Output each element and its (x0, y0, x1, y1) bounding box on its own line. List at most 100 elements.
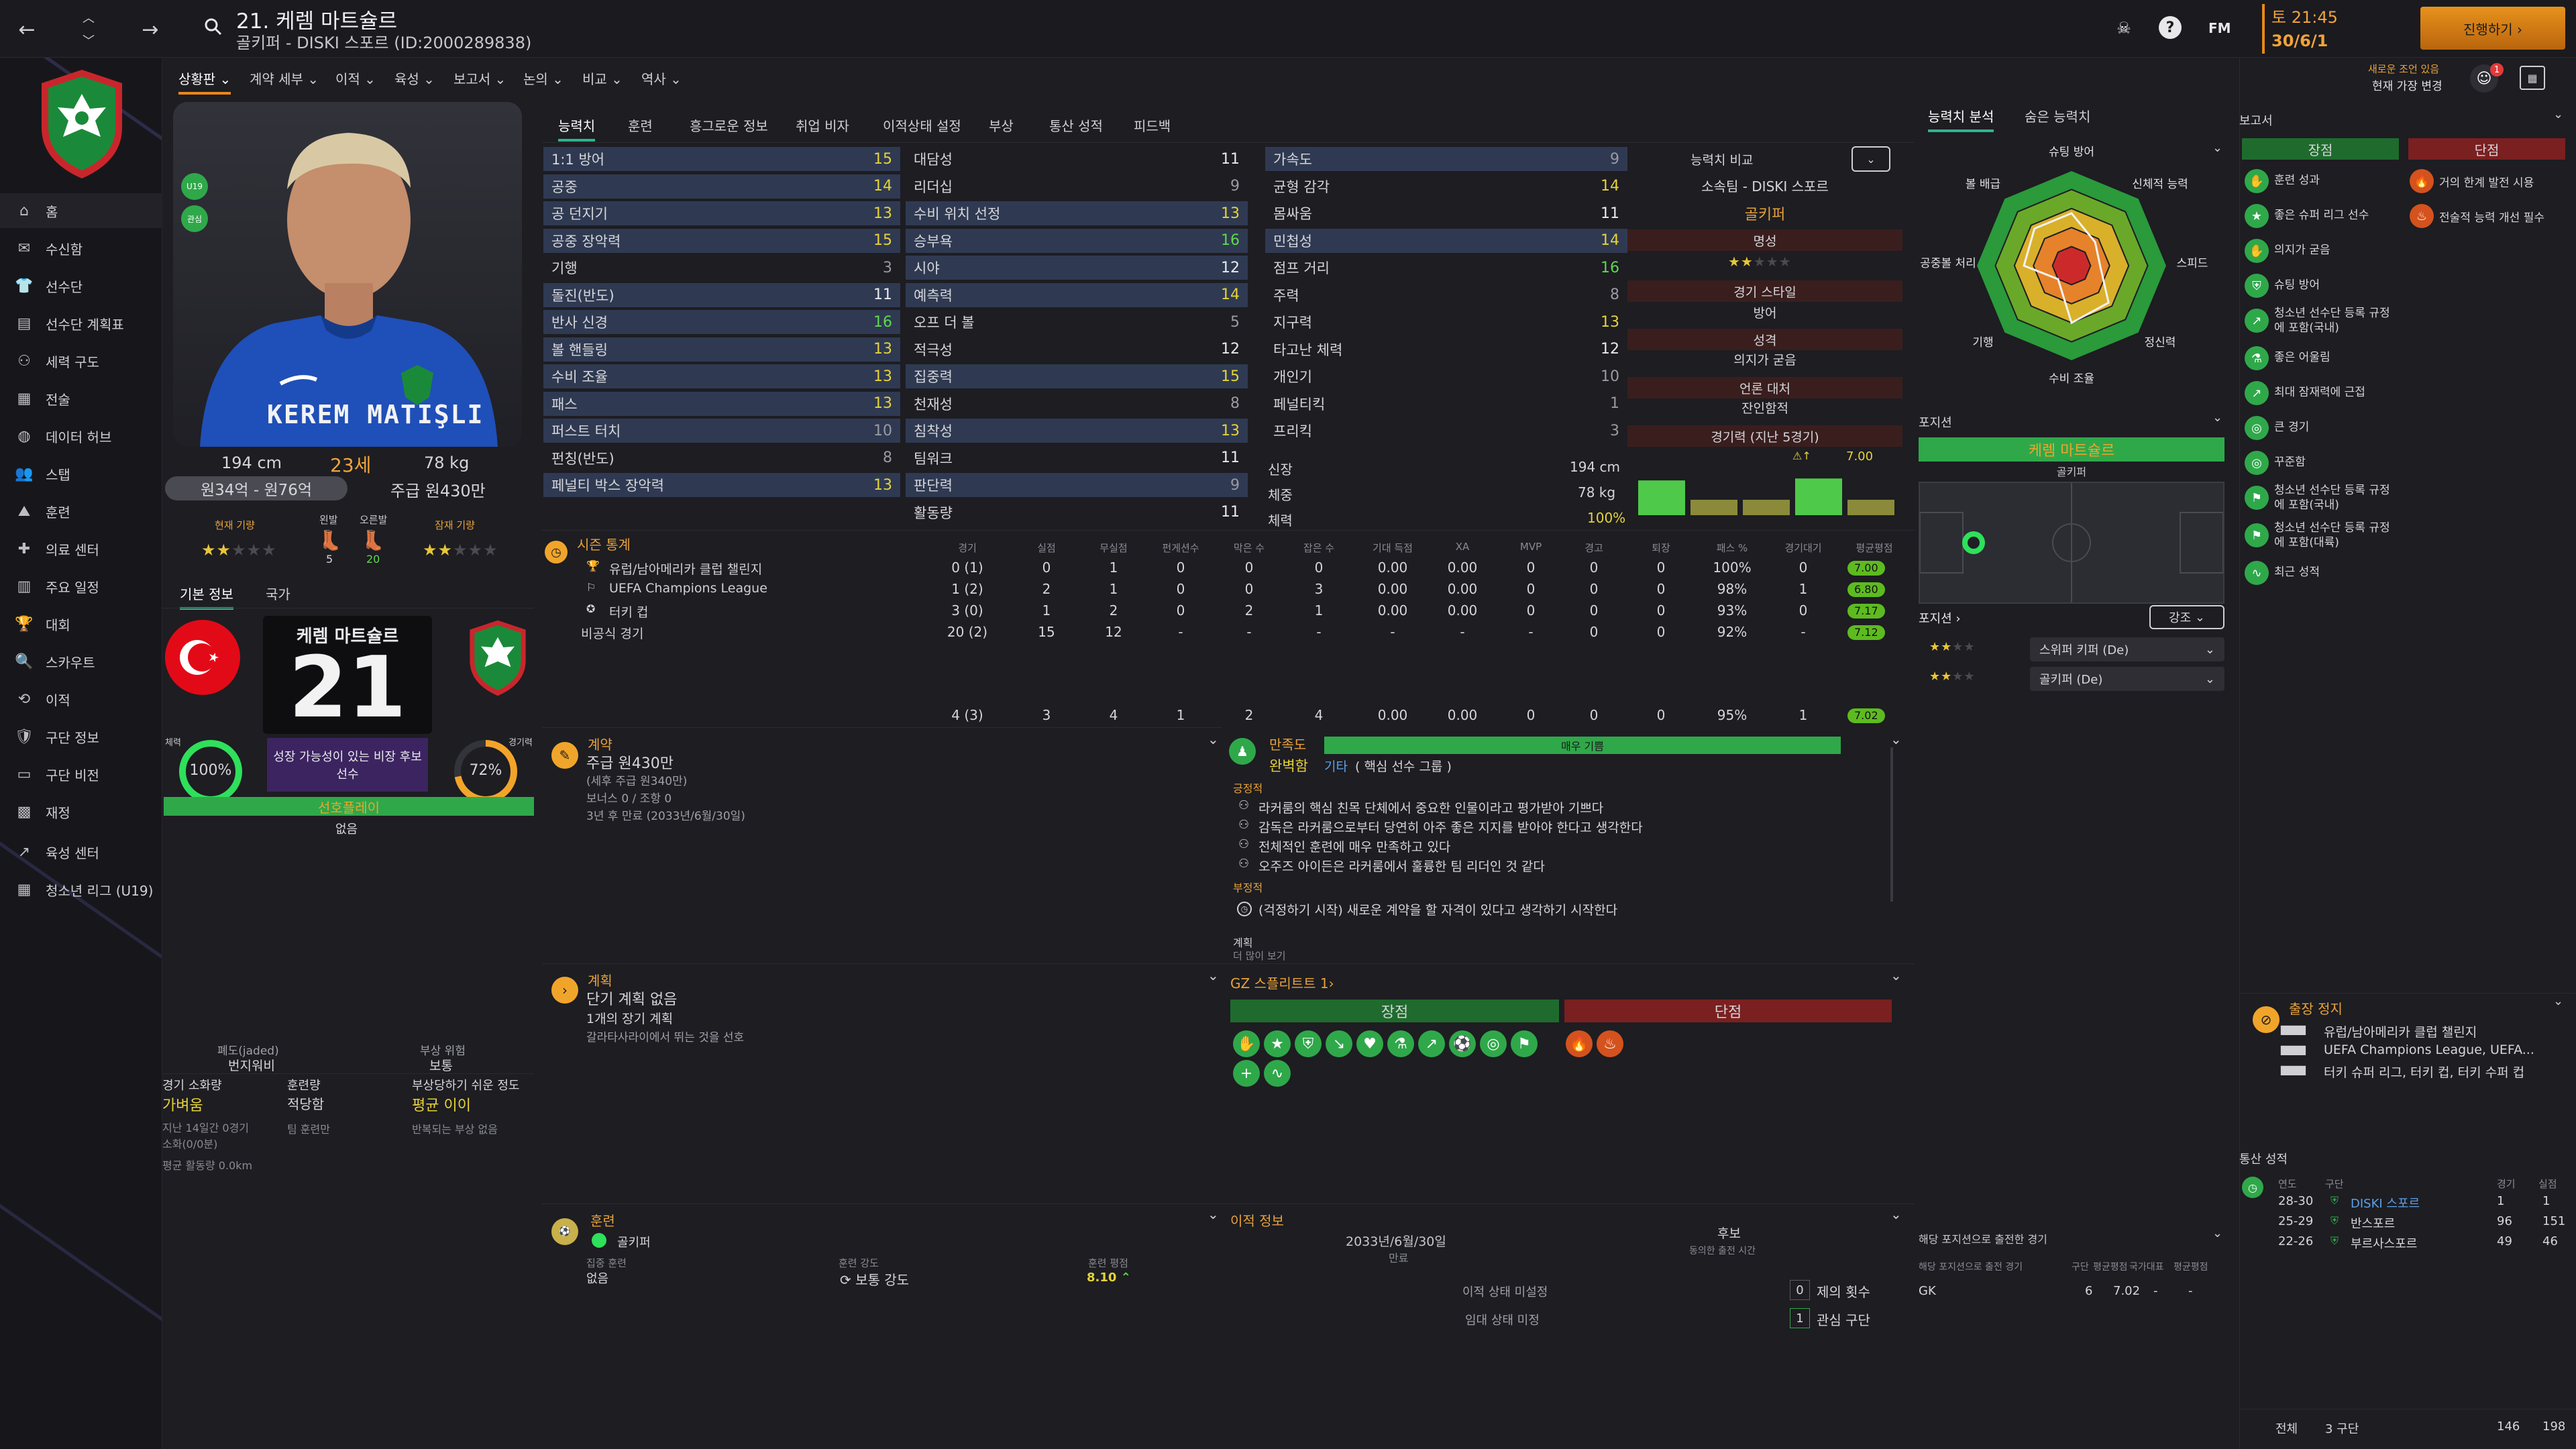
tab-7[interactable]: 피드백 (1134, 118, 1171, 134)
help-icon[interactable]: ? (2159, 16, 2182, 39)
sidebar-item-2[interactable]: 👕 선수단 (0, 268, 162, 303)
sidebar-item-5[interactable]: ▦ 전술 (0, 381, 162, 416)
club-crest-small[interactable] (460, 619, 535, 698)
star-icon[interactable]: ★ (1264, 1030, 1291, 1057)
plans-title[interactable]: 계획 (588, 973, 612, 989)
satisfaction-scrollbar[interactable] (1890, 747, 1893, 902)
transfer-expand-icon[interactable]: ⌄ (1890, 1206, 1902, 1222)
shot-stop-icon[interactable]: ✋ (1233, 1030, 1260, 1057)
sidebar-item-7[interactable]: 👥 스탭 (0, 456, 162, 491)
sidebar-item-1[interactable]: ✉ 수신함 (0, 231, 162, 266)
roles-title[interactable]: 포지션 › (1919, 612, 1961, 626)
season-comp-name[interactable]: 비공식 경기 (581, 627, 644, 641)
satisfaction-title[interactable]: 만족도 (1269, 737, 1307, 753)
chevron-up-icon[interactable]: ︿ (83, 11, 95, 25)
trend-icon[interactable]: ∿ (1264, 1060, 1291, 1087)
date-box[interactable]: 토 21:45 30/6/1 (2262, 4, 2396, 54)
sidebar-item-11[interactable]: 🏆 대회 (0, 606, 162, 641)
plans-expand-icon[interactable]: ⌄ (1208, 967, 1219, 983)
tab-basic-info[interactable]: 기본 정보 (180, 584, 233, 610)
growth-icon[interactable]: ↗ (1418, 1030, 1445, 1057)
career-club[interactable]: 반스포르 (2351, 1217, 2396, 1231)
tab-5[interactable]: 부상 (989, 118, 1014, 134)
tab-hidden-attributes[interactable]: 숨은 능력치 (2025, 109, 2091, 125)
contract-expand-icon[interactable]: ⌄ (1208, 731, 1219, 747)
sidebar-item-15[interactable]: ▭ 구단 비전 (0, 757, 162, 792)
compare-dropdown[interactable]: ⌄ (1851, 146, 1890, 172)
tab-4[interactable]: 이적상태 설정 (883, 118, 961, 134)
suspension-title[interactable]: 출장 정지 (2289, 1001, 2343, 1017)
advisor-text[interactable]: 현재 가장 변경 (2372, 80, 2443, 93)
training-title[interactable]: 훈련 (590, 1213, 615, 1229)
subnav-6[interactable]: 비교 ⌄ (582, 71, 623, 87)
contract-title[interactable]: 계약 (588, 737, 612, 753)
tab-6[interactable]: 통산 성적 (1049, 118, 1103, 134)
heart-icon[interactable]: ♥ (1356, 1030, 1383, 1057)
training-expand-icon[interactable]: ⌄ (1208, 1206, 1219, 1222)
report-expand-icon[interactable]: ⌄ (1890, 967, 1902, 983)
role-dropdown[interactable]: 골키퍼 (De) ⌄ (2030, 667, 2224, 691)
subnav-5[interactable]: 논의 ⌄ (523, 71, 564, 87)
flask-icon[interactable]: ⚗ (1387, 1030, 1414, 1057)
search-icon[interactable] (201, 15, 225, 39)
sidebar-item-10[interactable]: ▥ 주요 일정 (0, 569, 162, 604)
fm-logo[interactable]: FM (2208, 20, 2231, 36)
subnav-0[interactable]: 상황판 ⌄ (178, 68, 231, 95)
role-dropdown[interactable]: 스위퍼 키퍼 (De) ⌄ (2030, 637, 2224, 661)
transfer-title[interactable]: 이적 정보 (1230, 1213, 1284, 1229)
tab-nation[interactable]: 국가 (266, 586, 290, 602)
flame2-icon[interactable]: ♨ (1597, 1030, 1623, 1057)
subnav-3[interactable]: 육성 ⌄ (394, 71, 435, 87)
tab-0[interactable]: 능력치 (558, 115, 596, 142)
club-crest[interactable] (35, 67, 129, 181)
tab-1[interactable]: 훈련 (628, 118, 653, 134)
chevron-down-icon[interactable]: ﹀ (83, 34, 95, 48)
subnav-4[interactable]: 보고서 ⌄ (453, 71, 506, 87)
form-bar[interactable] (1795, 478, 1842, 515)
tab-3[interactable]: 취업 비자 (796, 118, 849, 134)
reports-expand-icon[interactable]: ⌄ (2553, 107, 2564, 121)
flame-icon[interactable]: 🔥 (1566, 1030, 1593, 1057)
sidebar-item-6[interactable]: ◍ 데이터 허브 (0, 419, 162, 453)
form-bar[interactable] (1690, 499, 1737, 515)
satisfaction-status-note[interactable]: 기타 (1324, 759, 1348, 774)
form-bar[interactable] (1638, 480, 1685, 515)
season-comp-name[interactable]: 유럽/남아메리카 클럽 챌린지 (609, 562, 763, 577)
suspension-expand-icon[interactable]: ⌄ (2553, 994, 2564, 1008)
player-value[interactable]: 원34억 - 원76억 (165, 476, 347, 500)
target-icon[interactable]: ◎ (1480, 1030, 1507, 1057)
shield-icon[interactable]: ⛨ (1295, 1030, 1322, 1057)
layout-toggle-icon[interactable]: ▦ (2520, 66, 2545, 90)
season-comp-name[interactable]: UEFA Champions League (609, 581, 767, 596)
sidebar-item-3[interactable]: ▤ 선수단 계획표 (0, 306, 162, 341)
continue-button[interactable]: 진행하기 › (2420, 7, 2565, 50)
skull-icon[interactable]: ☠ (2116, 19, 2131, 38)
sidebar-item-0[interactable]: ⌂ 홈 (0, 193, 162, 228)
career-club[interactable]: DISKI 스포르 (2351, 1197, 2420, 1211)
sidebar-item-14[interactable]: 🛡 구단 정보 (0, 719, 162, 754)
sidebar-item-18[interactable]: ▦ 청소년 리그 (U19) (0, 872, 162, 907)
tab-2[interactable]: 흥그로운 정보 (690, 118, 768, 134)
subnav-1[interactable]: 계약 세부 ⌄ (250, 71, 319, 87)
sidebar-item-13[interactable]: ⟲ 이적 (0, 682, 162, 716)
season-stats-title[interactable]: 시즌 통계 (577, 537, 631, 553)
played-expand-icon[interactable]: ⌄ (2212, 1226, 2223, 1240)
dive-icon[interactable]: ↘ (1326, 1030, 1352, 1057)
ball-icon[interactable]: ⚽ (1449, 1030, 1476, 1057)
scout-report-title[interactable]: GZ 스플리트트 1› (1230, 975, 1334, 991)
subnav-2[interactable]: 이적 ⌄ (335, 71, 376, 87)
back-arrow-icon[interactable]: ← (18, 17, 36, 42)
career-club[interactable]: 부르사스포르 (2351, 1237, 2418, 1251)
emphasis-dropdown[interactable]: 강조 ⌄ (2149, 605, 2224, 629)
sidebar-item-12[interactable]: 🔍 스카우트 (0, 644, 162, 679)
form-bar[interactable] (1743, 499, 1790, 515)
season-comp-name[interactable]: 터키 컵 (609, 605, 649, 620)
form-bar[interactable] (1847, 499, 1894, 515)
sidebar-item-8[interactable]: ⛰ 훈련 (0, 494, 162, 529)
analysis-expand-icon[interactable]: ⌄ (2212, 141, 2223, 155)
forward-arrow-icon[interactable]: → (142, 17, 159, 42)
position-expand-icon[interactable]: ⌄ (2212, 411, 2223, 425)
plus-icon[interactable]: + (1233, 1060, 1260, 1087)
interest-label[interactable]: 관심 구단 (1817, 1312, 1870, 1328)
sidebar-item-17[interactable]: ↗ 육성 센터 (0, 835, 162, 869)
